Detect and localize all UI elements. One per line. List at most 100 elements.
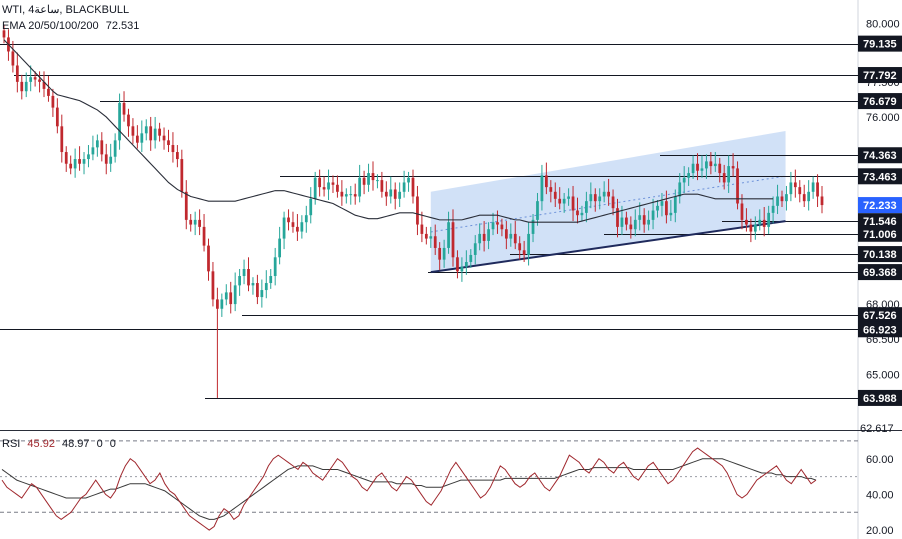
candle-body[interactable]: [273, 257, 277, 277]
candle-body[interactable]: [362, 177, 366, 185]
candle-body[interactable]: [171, 145, 175, 153]
candle-body[interactable]: [95, 140, 99, 148]
candle-body[interactable]: [327, 182, 330, 190]
candle-body[interactable]: [189, 219, 193, 225]
candle-body[interactable]: [544, 175, 548, 188]
candle-body[interactable]: [487, 229, 490, 241]
candle-body[interactable]: [371, 173, 375, 181]
candle-body[interactable]: [251, 283, 255, 286]
candle-body[interactable]: [73, 159, 77, 169]
candle-body[interactable]: [464, 261, 468, 267]
candle-body[interactable]: [162, 135, 166, 141]
candle-body[interactable]: [442, 247, 446, 260]
candle-body[interactable]: [429, 236, 433, 239]
candle-body[interactable]: [29, 77, 33, 82]
candle-body[interactable]: [691, 163, 695, 174]
candle-body[interactable]: [753, 224, 757, 232]
candle-body[interactable]: [229, 292, 233, 305]
candle-body[interactable]: [402, 182, 406, 192]
candle-body[interactable]: [389, 189, 393, 197]
candle-body[interactable]: [15, 65, 19, 82]
candle-body[interactable]: [216, 299, 219, 309]
candle-body[interactable]: [571, 196, 575, 211]
candle-body[interactable]: [104, 154, 108, 164]
candle-body[interactable]: [789, 182, 793, 195]
candle-body[interactable]: [531, 219, 535, 234]
candle-body[interactable]: [269, 276, 273, 284]
candle-body[interactable]: [220, 299, 224, 309]
candle-body[interactable]: [696, 163, 699, 171]
candle-body[interactable]: [47, 88, 50, 96]
candle-body[interactable]: [51, 95, 55, 108]
candle-body[interactable]: [233, 285, 237, 305]
candle-body[interactable]: [318, 177, 322, 188]
candle-body[interactable]: [811, 182, 815, 192]
candle-body[interactable]: [20, 81, 24, 92]
candle-body[interactable]: [122, 102, 126, 115]
candle-body[interactable]: [767, 212, 771, 227]
candle-body[interactable]: [304, 215, 308, 223]
candle-body[interactable]: [33, 77, 37, 80]
candle-body[interactable]: [11, 51, 15, 66]
candle-body[interactable]: [780, 196, 784, 202]
candle-body[interactable]: [433, 236, 437, 248]
candle-body[interactable]: [607, 191, 610, 197]
candle-body[interactable]: [665, 201, 668, 216]
candle-body[interactable]: [522, 250, 526, 255]
candle-body[interactable]: [247, 268, 250, 286]
candle-body[interactable]: [562, 198, 566, 204]
candle-body[interactable]: [785, 194, 788, 202]
candle-body[interactable]: [593, 194, 597, 202]
candle-body[interactable]: [518, 243, 522, 251]
candle-body[interactable]: [629, 224, 633, 230]
candle-body[interactable]: [793, 182, 797, 188]
candle-body[interactable]: [558, 198, 562, 204]
candle-body[interactable]: [802, 194, 806, 202]
candle-body[interactable]: [153, 128, 157, 141]
candle-body[interactable]: [731, 166, 735, 169]
candle-body[interactable]: [758, 219, 762, 225]
candle-body[interactable]: [638, 215, 642, 220]
candle-body[interactable]: [113, 140, 117, 157]
candle-body[interactable]: [407, 177, 410, 183]
candle-body[interactable]: [727, 166, 731, 183]
candle-body[interactable]: [300, 222, 304, 232]
candle-body[interactable]: [718, 163, 722, 174]
candle-body[interactable]: [109, 156, 113, 164]
candle-body[interactable]: [513, 233, 517, 244]
candle-body[interactable]: [55, 107, 59, 127]
candle-body[interactable]: [2, 30, 6, 38]
candle-body[interactable]: [140, 133, 144, 143]
candle-body[interactable]: [482, 233, 486, 241]
candle-body[interactable]: [336, 184, 339, 192]
candle-body[interactable]: [669, 212, 673, 216]
candle-body[interactable]: [144, 126, 148, 134]
ema-line[interactable]: [3, 39, 774, 223]
candle-body[interactable]: [642, 215, 646, 225]
rsi-label[interactable]: RSI: [2, 438, 21, 450]
candle-body[interactable]: [38, 79, 41, 82]
candle-body[interactable]: [322, 187, 326, 190]
candle-body[interactable]: [602, 191, 606, 197]
candle-body[interactable]: [549, 187, 553, 192]
candle-body[interactable]: [469, 254, 473, 262]
candle-body[interactable]: [682, 177, 686, 183]
candle-body[interactable]: [331, 182, 335, 185]
candle-body[interactable]: [118, 102, 121, 141]
candle-body[interactable]: [64, 152, 68, 164]
candle-body[interactable]: [598, 196, 602, 202]
candle-body[interactable]: [167, 140, 170, 146]
candle-body[interactable]: [722, 173, 726, 183]
candle-body[interactable]: [100, 140, 104, 155]
candle-body[interactable]: [69, 163, 73, 169]
candle-body[interactable]: [78, 159, 81, 164]
candle-body[interactable]: [536, 201, 539, 220]
candle-body[interactable]: [736, 168, 739, 204]
candle-body[interactable]: [384, 191, 388, 197]
candle-body[interactable]: [705, 161, 708, 169]
candle-body[interactable]: [367, 173, 370, 185]
candle-body[interactable]: [660, 201, 664, 206]
candle-body[interactable]: [633, 219, 637, 230]
candle-body[interactable]: [278, 238, 282, 258]
